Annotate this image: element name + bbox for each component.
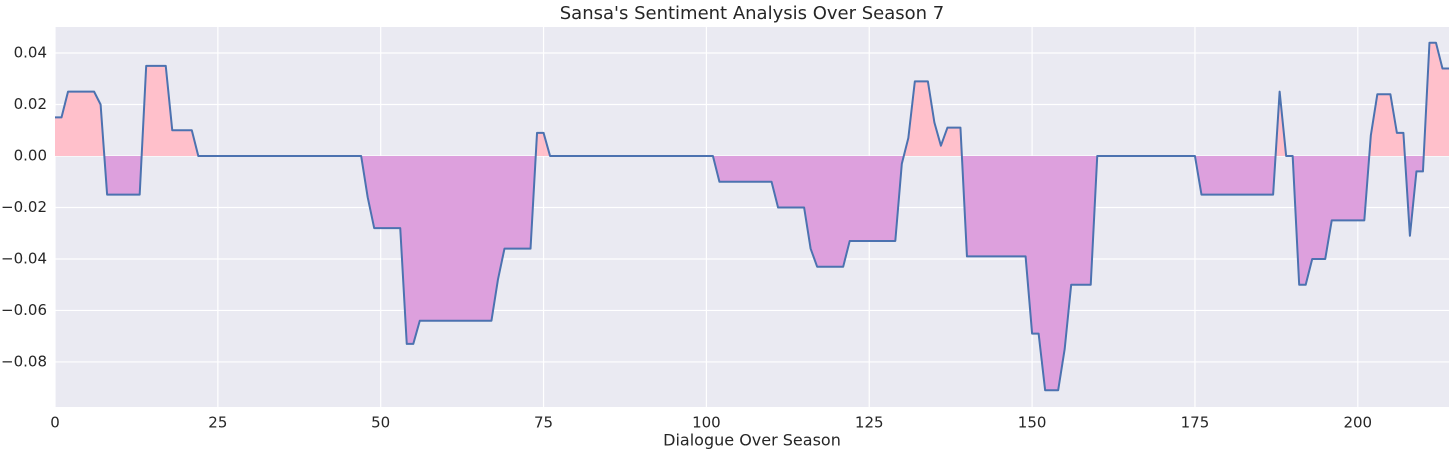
x-tick-label: 25 [208, 414, 227, 432]
negative-area [55, 155, 1449, 391]
y-tick-label: −0.06 [1, 301, 47, 319]
x-tick-label: 125 [855, 414, 884, 432]
x-tick-label: 200 [1343, 414, 1372, 432]
y-tick-label: −0.02 [1, 198, 47, 216]
sentiment-line [55, 41, 1449, 392]
chart-title: Sansa's Sentiment Analysis Over Season 7 [560, 3, 945, 24]
positive-area [55, 42, 1449, 156]
y-tick-label: −0.04 [1, 249, 47, 267]
y-tick-label: 0.00 [14, 146, 47, 164]
x-axis-label: Dialogue Over Season [663, 431, 841, 450]
x-tick-label: 0 [50, 414, 60, 432]
plot-area [55, 27, 1449, 407]
x-tick-label: 75 [534, 414, 553, 432]
y-tick-label: 0.02 [14, 95, 47, 113]
y-tick-label: −0.08 [1, 352, 47, 370]
x-tick-label: 100 [692, 414, 721, 432]
x-tick-label: 50 [371, 414, 390, 432]
x-tick-label: 150 [1018, 414, 1047, 432]
x-tick-label: 175 [1181, 414, 1210, 432]
y-tick-label: 0.04 [14, 44, 47, 62]
